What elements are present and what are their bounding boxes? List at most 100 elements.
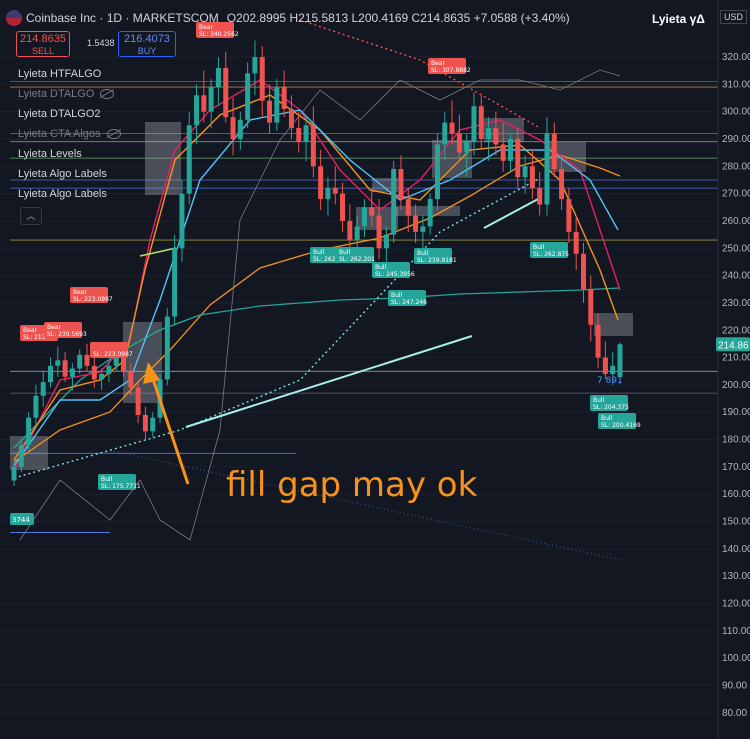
legend-item[interactable]: Lyieta HTFALGO — [14, 64, 121, 84]
candle — [500, 122, 506, 172]
candle — [325, 177, 331, 216]
candle — [456, 114, 462, 161]
zone-box — [145, 122, 181, 195]
candle-body — [456, 133, 462, 153]
candle — [11, 461, 17, 487]
candle-body — [208, 87, 214, 112]
spread-value: 1.5438 — [87, 38, 115, 48]
sell-button[interactable]: 214.8635 SELL — [16, 31, 70, 57]
candle-body — [602, 357, 608, 374]
candle-body — [172, 248, 178, 317]
candle-body — [610, 365, 616, 374]
signal-stop: SL: 239.5693 — [47, 331, 87, 338]
candle-body — [551, 133, 557, 170]
signal-kind: Bull — [601, 415, 613, 422]
chevron-up-icon[interactable]: ︿ — [20, 207, 42, 225]
candle-body — [274, 87, 280, 123]
price-axis-bg — [718, 0, 750, 739]
candle — [259, 46, 265, 118]
sell-price: 214.8635 — [20, 33, 66, 45]
candle-body — [515, 138, 521, 178]
candle-body — [500, 144, 506, 161]
y-tick-label: 150.00 — [722, 517, 750, 528]
candle-body — [566, 199, 572, 232]
signal-kind: Bear — [199, 24, 213, 31]
legend-label: Lyieta HTFALGO — [18, 68, 102, 80]
candle — [296, 111, 302, 153]
candle — [186, 111, 192, 205]
currency-button[interactable]: USD — [720, 10, 748, 24]
last-price-label: 214.86 — [718, 340, 749, 351]
signal-box — [388, 290, 426, 306]
candle — [40, 371, 46, 407]
candle-body — [332, 188, 338, 194]
candle-body — [405, 199, 411, 216]
candle — [617, 342, 623, 384]
legend-label: Lyieta CTA Algos — [18, 128, 101, 140]
candle — [391, 160, 397, 243]
candle-body — [26, 417, 32, 446]
signal-box — [98, 474, 136, 490]
candle-body — [617, 344, 623, 377]
candle-body — [537, 188, 543, 205]
candle-body — [40, 382, 46, 396]
candle-body — [580, 253, 586, 290]
candle-body — [77, 354, 83, 369]
candle — [369, 188, 375, 227]
legend-label: Lyieta Algo Labels — [18, 168, 107, 180]
candle — [230, 97, 236, 156]
signal-kind: Bull — [313, 249, 325, 256]
signal-stop: SL: 245.3956 — [375, 271, 415, 278]
candle-body — [478, 106, 484, 139]
legend-item[interactable]: Lyieta DTALGO — [14, 84, 121, 104]
candle — [179, 179, 185, 262]
legend-item[interactable]: Lyieta DTALGO2 — [14, 104, 121, 124]
candle-body — [164, 316, 170, 380]
trend-lines — [139, 197, 541, 428]
candle-body — [179, 193, 185, 249]
buy-button[interactable]: 216.4073 BUY — [118, 31, 176, 57]
candle-body — [121, 354, 127, 372]
candle-body — [442, 122, 448, 145]
y-tick-label: 100.00 — [722, 653, 750, 664]
y-tick-label: 180.00 — [722, 435, 750, 446]
sell-label: SELL — [31, 46, 55, 56]
eye-hidden-icon[interactable] — [106, 129, 121, 140]
candle — [478, 95, 484, 150]
candle — [551, 122, 557, 178]
candle-body — [354, 226, 360, 241]
indicator-legend: Lyieta HTFALGO Lyieta DTALGO Lyieta DTAL… — [14, 64, 121, 204]
y-tick-label: 260.00 — [722, 216, 750, 227]
signal-box — [414, 248, 452, 264]
signal-stop: SL: 340.2562 — [199, 31, 239, 38]
trend-dotted — [13, 177, 541, 479]
candle-body — [486, 128, 492, 139]
signal-kind: Bull — [533, 244, 545, 251]
candle — [340, 182, 346, 232]
legend-item[interactable]: Lyieta CTA Algos — [14, 124, 121, 144]
symbol-title[interactable]: Coinbase Inc · 1D · MARKETSCOM — [26, 11, 219, 25]
price-axis[interactable]: 320.00 310.00 300.00 290.00 280.00 270.00 260.… — [716, 0, 750, 739]
candle — [150, 412, 156, 437]
ma-teal-long — [13, 287, 621, 449]
signal-box — [196, 22, 234, 38]
legend-item[interactable]: Lyieta Algo Labels — [14, 184, 121, 204]
edge-label: 3744 — [10, 513, 34, 525]
legend-item[interactable]: Lyieta Algo Labels — [14, 164, 121, 184]
signal-box — [372, 262, 410, 278]
candle-body — [347, 220, 353, 241]
y-tick-label: 110.00 — [722, 626, 750, 637]
candle-body — [507, 138, 513, 161]
candle — [449, 100, 455, 145]
legend-item[interactable]: Lyieta Levels — [14, 144, 121, 164]
candle — [281, 70, 287, 118]
candle — [135, 382, 141, 424]
eye-hidden-icon[interactable] — [100, 89, 115, 100]
